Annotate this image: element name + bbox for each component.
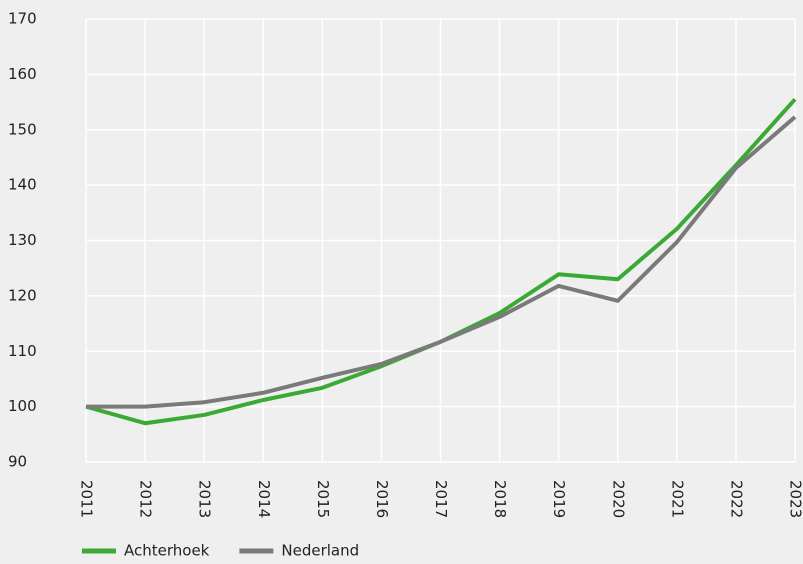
x-tick-label: 2021	[668, 480, 686, 518]
x-tick-label: 2018	[491, 480, 509, 518]
x-tick-label: 2019	[550, 480, 568, 518]
y-tick-label: 150	[8, 120, 37, 138]
legend-label: Achterhoek	[124, 542, 210, 560]
x-tick-label: 2022	[727, 480, 745, 518]
x-tick-label: 2013	[196, 480, 214, 518]
y-tick-label: 100	[8, 397, 37, 415]
y-tick-label: 90	[8, 453, 27, 471]
x-tick-label: 2020	[609, 480, 627, 518]
y-tick-label: 160	[8, 65, 37, 83]
x-tick-label: 2016	[373, 480, 391, 518]
y-tick-label: 140	[8, 176, 37, 194]
y-tick-label: 110	[8, 342, 37, 360]
x-tick-label: 2012	[137, 480, 155, 518]
x-tick-label: 2017	[432, 480, 450, 518]
x-tick-label: 2014	[255, 480, 273, 518]
y-tick-label: 170	[8, 10, 37, 28]
series-line	[86, 115, 797, 409]
y-tick-label: 120	[8, 286, 37, 304]
x-tick-label: 2015	[314, 480, 332, 518]
x-tick-label: 2011	[78, 480, 96, 518]
y-tick-label: 130	[8, 231, 37, 249]
legend-label: Nederland	[281, 542, 359, 560]
x-tick-label: 2023	[787, 480, 803, 518]
